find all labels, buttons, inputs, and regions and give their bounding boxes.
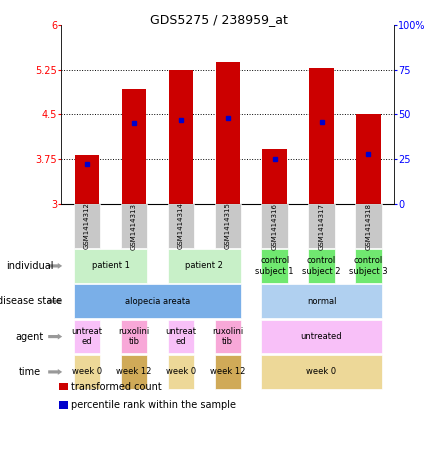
Text: GDS5275 / 238959_at: GDS5275 / 238959_at	[150, 13, 288, 26]
Text: week 0: week 0	[307, 367, 336, 376]
Text: control
subject 3: control subject 3	[349, 256, 388, 275]
Text: week 12: week 12	[210, 367, 245, 376]
Text: control
subject 1: control subject 1	[255, 256, 294, 275]
Text: GSM1414317: GSM1414317	[318, 202, 325, 250]
Bar	[356, 114, 381, 204]
Text: untreated: untreated	[301, 332, 343, 341]
Text: ruxolini
tib: ruxolini tib	[212, 327, 244, 346]
Bar	[75, 155, 99, 204]
Text: alopecia areata: alopecia areata	[125, 297, 190, 306]
Text: time: time	[19, 367, 41, 377]
Text: patient 2: patient 2	[185, 261, 223, 270]
Text: ruxolini
tib: ruxolini tib	[118, 327, 150, 346]
Text: week 0: week 0	[72, 367, 102, 376]
Text: transformed count: transformed count	[71, 382, 161, 392]
Bar	[262, 149, 287, 204]
Text: GSM1414313: GSM1414313	[131, 202, 137, 250]
Text: untreat
ed: untreat ed	[71, 327, 102, 346]
Text: control
subject 2: control subject 2	[302, 256, 341, 275]
Text: disease state: disease state	[0, 296, 62, 306]
Text: GSM1414312: GSM1414312	[84, 202, 90, 250]
Text: GSM1414315: GSM1414315	[225, 202, 231, 250]
Text: individual: individual	[6, 261, 53, 271]
Text: percentile rank within the sample: percentile rank within the sample	[71, 400, 236, 410]
Text: week 12: week 12	[117, 367, 152, 376]
Bar	[309, 68, 334, 204]
Text: untreat
ed: untreat ed	[166, 327, 196, 346]
Text: GSM1414314: GSM1414314	[178, 202, 184, 250]
Text: agent: agent	[16, 332, 44, 342]
Text: patient 1: patient 1	[92, 261, 130, 270]
Text: GSM1414318: GSM1414318	[365, 202, 371, 250]
Text: normal: normal	[307, 297, 336, 306]
Bar	[122, 89, 146, 204]
Text: GSM1414316: GSM1414316	[272, 202, 278, 250]
Bar	[215, 62, 240, 204]
Text: week 0: week 0	[166, 367, 196, 376]
Bar	[169, 70, 193, 204]
